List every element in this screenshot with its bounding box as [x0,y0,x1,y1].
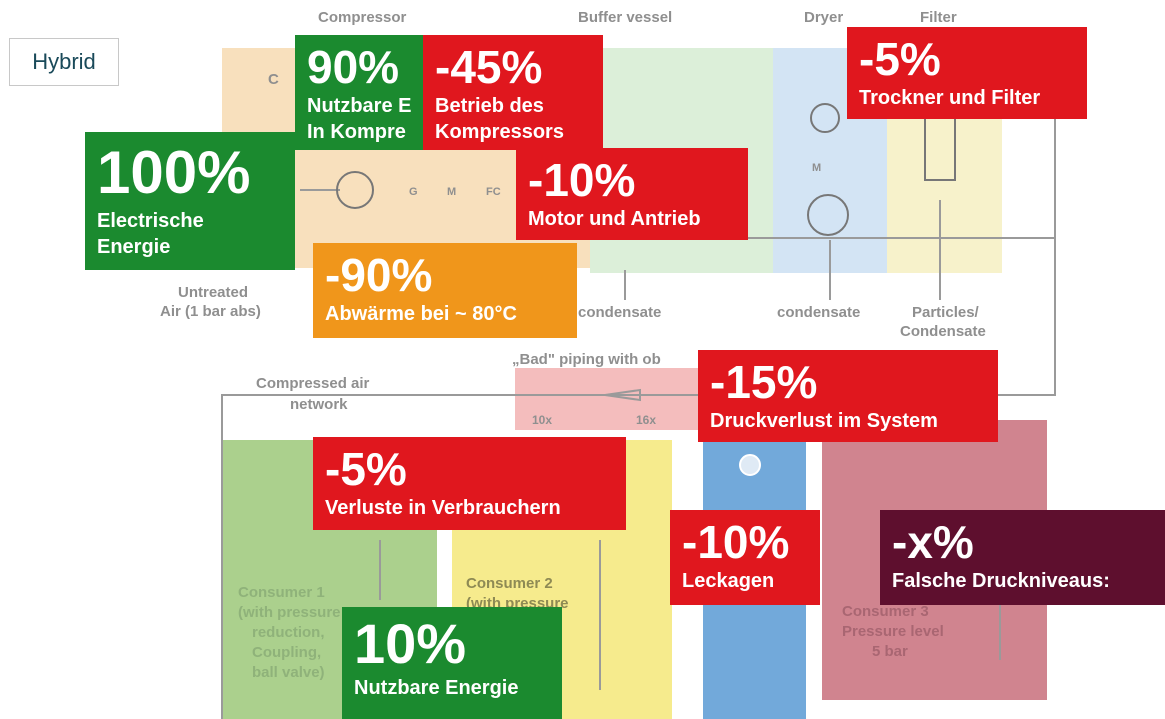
leak-icon [739,454,761,476]
label: Filter [920,9,957,26]
loss-box: -10% Leckagen [670,510,820,605]
loss-box: -x% Falsche Druckniveaus: [880,510,1165,605]
box-value: -10% [682,516,790,568]
label-line: 5 bar [872,643,908,660]
box-value: -45% [435,41,543,93]
box-text: Leckagen [682,570,775,592]
loss-box: -10% Motor und Antrieb [516,148,748,240]
box-text: Kompressors [435,121,564,143]
label-line: Consumer 3 [842,603,929,620]
label: 10x [532,413,553,427]
badge: Hybrid [9,38,119,86]
pipe-narrow [604,388,641,402]
energy-box: 10% Nutzbare Energie [342,607,562,719]
label: Dryer [804,9,844,26]
label-line: Consumer 2 [466,575,553,592]
label: „Bad" piping with ob [512,351,661,368]
loss-box: -5% Verluste in Verbrauchern [313,437,626,530]
label: condensate [777,304,861,321]
box-value: -15% [710,356,818,408]
box-text: Nutzbare Energie [354,677,519,699]
label-line: reduction, [252,624,325,641]
label: Compressor [318,9,407,26]
label: condensate [578,304,662,321]
label: Untreated [178,284,249,301]
box-value: -5% [325,443,407,495]
motor-icon [807,194,849,236]
label-line: (with pressure [238,604,341,621]
label: Buffer vessel [578,9,673,26]
box-text: Druckverlust im System [710,410,938,432]
filter-icon [924,114,956,181]
box-value: -90% [325,249,433,301]
box-text: Motor und Antrieb [528,208,701,230]
box-text: Nutzbare E [307,95,412,117]
box-text: Verluste in Verbrauchern [325,497,561,519]
icon-label: FC [486,186,501,198]
label: Consumer 1 (with pressure reduction, Cou… [238,583,341,683]
box-value: 10% [354,612,467,675]
label: Compressed air [256,375,370,392]
label-line: Pressure level [842,623,944,640]
box-text: In Kompre [307,121,406,143]
label: Particles/ [912,304,979,321]
heater-icon [810,103,840,133]
icon-label: M [812,162,822,174]
loss-box: -90% Abwärme bei ~ 80°C [313,243,577,338]
label-line: Coupling, [252,644,322,661]
label: network [290,396,348,413]
loss-box: -15% Druckverlust im System [698,350,998,442]
label: C [268,71,279,88]
box-value: -10% [528,154,636,206]
box-value: 90% [307,41,400,93]
loss-box: -5% Trockner und Filter [847,27,1087,119]
box-text: Energie [97,236,171,258]
box-text: Falsche Druckniveaus: [892,570,1110,592]
compressor-icon [336,171,374,209]
box-text: Electrische [97,210,204,232]
box-text: Betrieb des [435,95,544,117]
label: Consumer 3 Pressure level 5 bar [842,602,944,662]
label: 16x [636,413,657,427]
label-line: ball valve) [252,664,325,681]
icon-label: G [409,186,418,198]
pipe [221,30,1056,719]
label: Condensate [900,323,986,340]
energy-box: 100% Electrische Energie [85,132,295,270]
label-line: Consumer 1 [238,584,325,601]
box-value: -x% [892,516,974,568]
piping-zone [515,368,715,430]
loss-box: -45% Betrieb des Kompressors [423,35,603,150]
icon-label: M [447,186,457,198]
box-value: 100% [97,139,251,206]
label: Air (1 bar abs) [160,303,261,320]
energy-box: 90% Nutzbare E In Kompre [295,35,425,150]
box-text: Trockner und Filter [859,87,1041,109]
box-text: Abwärme bei ~ 80°C [325,303,517,325]
box-value: -5% [859,33,941,85]
